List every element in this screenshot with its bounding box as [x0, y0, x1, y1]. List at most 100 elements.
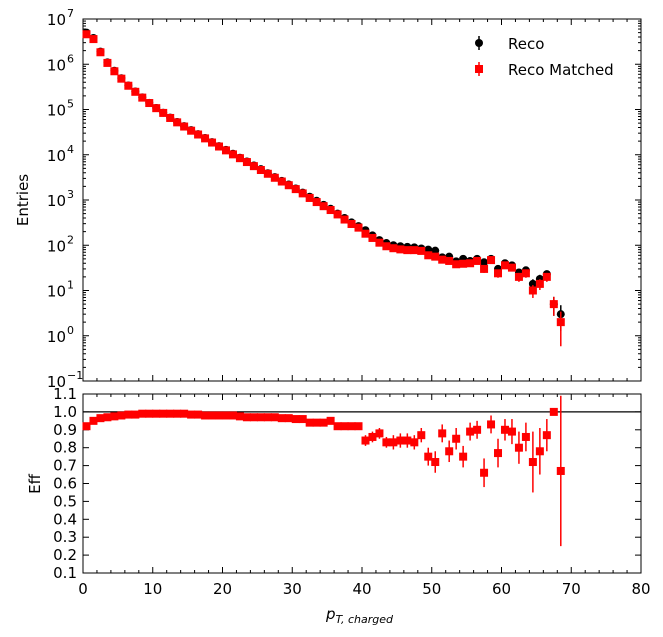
- reco-matched-point: [556, 318, 565, 327]
- reco-matched-point: [270, 173, 279, 182]
- top-y-tick-label: 10: [47, 192, 66, 210]
- top-y-tick-exponent: 6: [67, 52, 74, 65]
- x-tick-label: 60: [492, 580, 511, 598]
- reco-point: [480, 258, 489, 267]
- eff-point: [473, 425, 482, 434]
- reco-matched-point: [431, 252, 440, 261]
- top-y-tick-exponent: 5: [67, 98, 74, 111]
- eff-point: [375, 429, 384, 438]
- reco-matched-point: [417, 246, 426, 255]
- reco-matched-point: [507, 263, 516, 272]
- eff-point: [333, 422, 342, 431]
- reco-matched-point: [521, 269, 530, 278]
- reco-matched-point: [424, 251, 433, 260]
- reco-matched-point: [466, 259, 475, 268]
- eff-point: [208, 411, 217, 420]
- eff-point: [438, 429, 447, 438]
- eff-point: [417, 431, 426, 440]
- reco-matched-point: [347, 219, 356, 228]
- eff-point: [368, 432, 377, 441]
- reco-matched-point: [438, 255, 447, 264]
- bottom-y-tick-label: 0.7: [53, 457, 77, 475]
- reco-matched-point: [389, 244, 398, 253]
- bottom-y-tick-label: 0.4: [53, 510, 77, 528]
- legend-label-reco: Reco: [508, 35, 544, 53]
- x-tick-label: 40: [352, 580, 371, 598]
- eff-point: [347, 422, 356, 431]
- bottom-y-tick-label: 0.9: [53, 421, 77, 439]
- eff-point: [535, 447, 544, 456]
- reco-matched-point: [480, 264, 489, 273]
- x-tick-label: 10: [143, 580, 162, 598]
- top-y-tick-label: 10: [47, 283, 66, 301]
- reco-matched-point: [535, 279, 544, 288]
- eff-point: [326, 416, 335, 425]
- reco-matched-point: [187, 126, 196, 135]
- eff-point: [117, 411, 126, 420]
- reco-matched-point: [235, 154, 244, 163]
- reco-matched-point: [124, 81, 133, 90]
- reco-matched-point: [340, 215, 349, 224]
- reco-matched-point: [221, 146, 230, 155]
- eff-point: [494, 449, 503, 458]
- eff-point: [521, 432, 530, 441]
- eff-point: [528, 458, 537, 467]
- eff-point: [82, 422, 91, 431]
- eff-point: [180, 409, 189, 418]
- reco-matched-point: [201, 134, 210, 143]
- bottom-y-tick-label: 1.1: [53, 385, 77, 403]
- eff-point: [487, 420, 496, 429]
- reco-matched-point: [138, 93, 147, 102]
- reco-matched-point: [375, 238, 384, 247]
- eff-point: [403, 436, 412, 445]
- eff-point: [131, 410, 140, 419]
- eff-point: [159, 409, 168, 418]
- reco-matched-point: [263, 169, 272, 178]
- x-tick-label: 70: [562, 580, 581, 598]
- reco-matched-point: [452, 260, 461, 269]
- reco-matched-point: [305, 193, 314, 202]
- reco-matched-point: [494, 269, 503, 278]
- reco-matched-point: [326, 206, 335, 215]
- eff-point: [291, 415, 300, 424]
- x-tick-label: 50: [422, 580, 441, 598]
- reco-matched-point: [361, 229, 370, 238]
- eff-point: [319, 418, 328, 427]
- reco-matched-point: [382, 242, 391, 251]
- reco-matched-point: [549, 300, 558, 309]
- legend-label-reco-matched: Reco Matched: [508, 61, 614, 79]
- reco-matched-point: [96, 48, 105, 57]
- top-y-tick-label: 10: [47, 373, 66, 391]
- x-axis-label: pT, charged: [325, 605, 394, 626]
- eff-point: [256, 413, 265, 422]
- eff-point: [410, 438, 419, 447]
- reco-matched-point: [542, 272, 551, 281]
- reco-matched-point: [256, 166, 265, 175]
- reco-matched-point: [410, 246, 419, 255]
- eff-point: [466, 427, 475, 436]
- reco-matched-point: [194, 130, 203, 139]
- legend-reco-marker: [475, 39, 483, 47]
- bottom-y-tick-label: 0.8: [53, 439, 77, 457]
- eff-point: [187, 410, 196, 419]
- eff-point: [221, 411, 230, 420]
- reco-matched-point: [131, 87, 140, 96]
- eff-point: [507, 427, 516, 436]
- x-axis-label-subscript: T, charged: [336, 613, 394, 626]
- reco-matched-point: [473, 256, 482, 265]
- x-tick-label: 30: [283, 580, 302, 598]
- eff-point: [389, 438, 398, 447]
- reco-matched-point: [215, 142, 224, 151]
- reco-matched-point: [166, 113, 175, 122]
- eff-point: [361, 436, 370, 445]
- reco-matched-point: [284, 181, 293, 190]
- eff-point: [480, 468, 489, 477]
- eff-point: [249, 413, 258, 422]
- eff-point: [354, 422, 363, 431]
- bottom-y-tick-label: 0.3: [53, 528, 77, 546]
- reco-matched-point: [159, 108, 168, 117]
- reco-matched-point: [103, 58, 112, 67]
- eff-point: [194, 410, 203, 419]
- eff-point: [396, 436, 405, 445]
